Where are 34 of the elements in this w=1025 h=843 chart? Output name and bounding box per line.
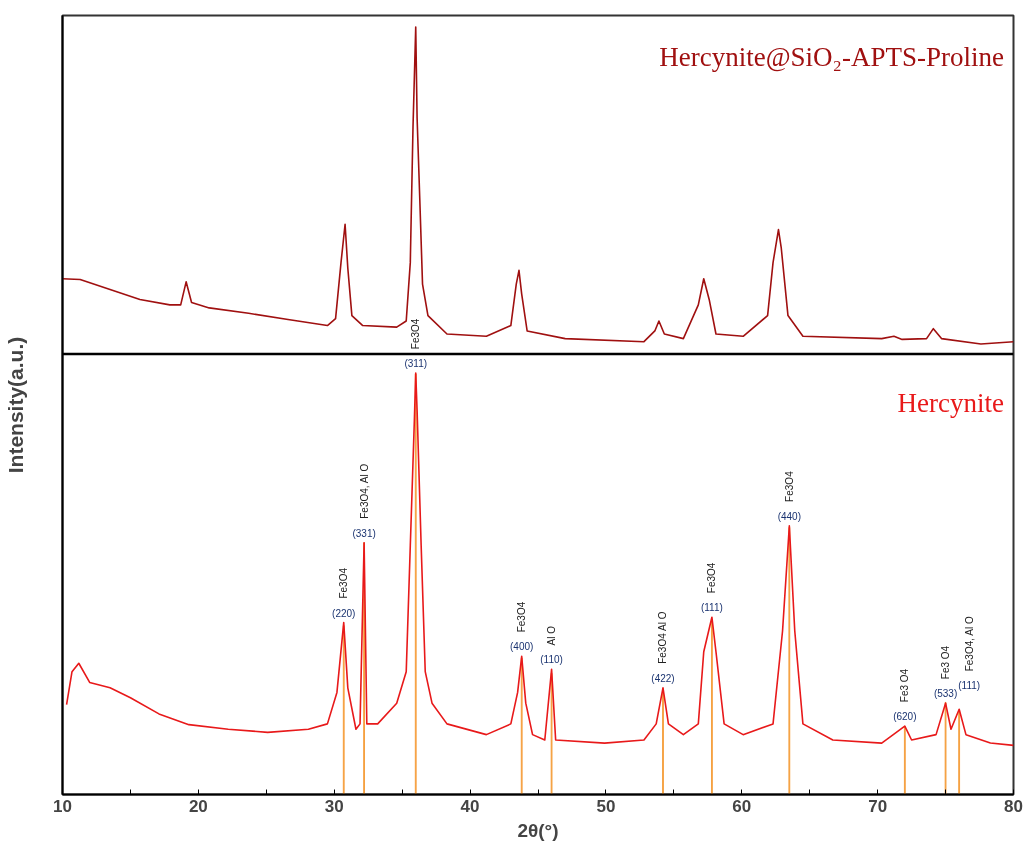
- x-tick-label: 20: [188, 796, 208, 816]
- annotation: (533): [933, 688, 958, 700]
- x-tick-label: 30: [324, 796, 344, 816]
- annotation: Fe3 O4: [899, 668, 911, 703]
- text: Hercynite: [897, 388, 1005, 419]
- annotation: Fe3 O4: [940, 645, 952, 680]
- annotation: Fe3O4: [338, 567, 350, 599]
- y-axis-title: Intensity(a.u.): [3, 336, 27, 474]
- x-tick-label: 50: [596, 796, 616, 816]
- x-tick-label: 70: [868, 796, 888, 816]
- annotation: (331): [352, 527, 376, 539]
- x-tick-label: 80: [1004, 796, 1023, 816]
- annotation: Fe3O4: [410, 318, 422, 350]
- x-axis-title: 2θ(°): [517, 819, 559, 841]
- annotation: (422): [651, 672, 675, 684]
- annotation: (440): [777, 510, 802, 522]
- annotation: Fe3O4: [516, 601, 528, 633]
- annotation: Fe3O4, Al O: [963, 616, 975, 672]
- x-tick-label: 10: [53, 796, 72, 816]
- annotation: Fe3O4: [783, 470, 795, 502]
- annotation: (220): [332, 607, 356, 619]
- annotation: Al O: [546, 625, 558, 646]
- annotation: (620): [893, 711, 917, 723]
- annotation: (311): [404, 358, 428, 370]
- annotation: (400): [510, 641, 534, 653]
- x-tick-label: 60: [732, 796, 752, 816]
- annotation: Fe3O4: [706, 562, 718, 594]
- annotation: (111): [700, 602, 723, 614]
- annotation: Fe3O4 Al O: [657, 611, 669, 664]
- text: Hercynite@SiO₂-APTS-Proline: [659, 42, 1005, 73]
- annotation: (110): [540, 654, 563, 666]
- x-tick-label: 40: [460, 796, 480, 816]
- annotation: (111): [958, 680, 981, 692]
- annotation: Fe3O4, Al O: [358, 463, 370, 519]
